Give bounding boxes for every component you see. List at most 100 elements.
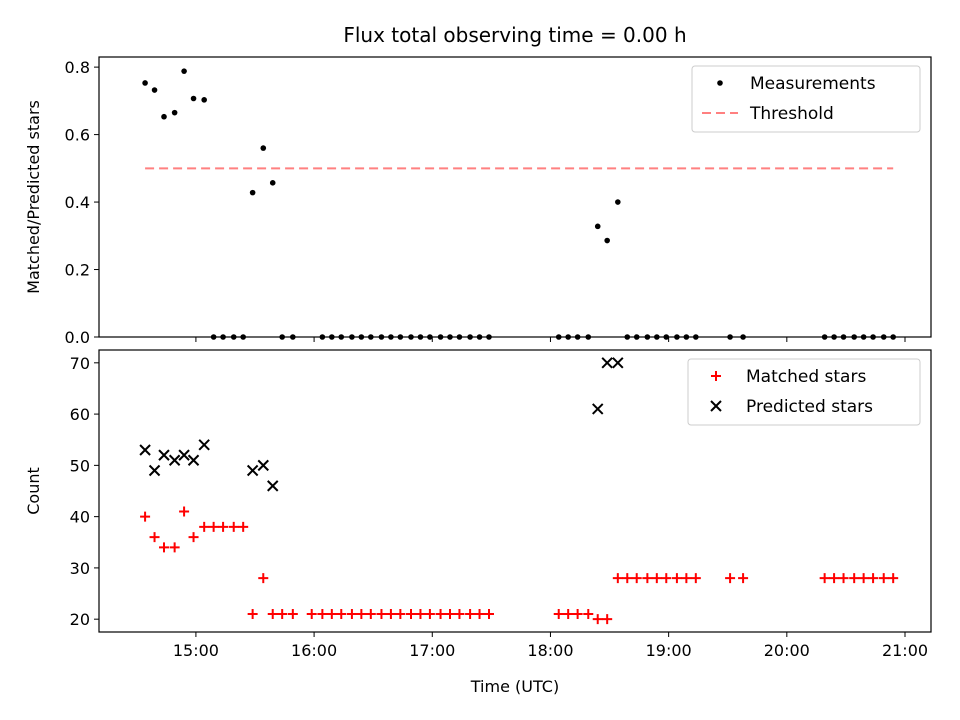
matched-star-point bbox=[336, 609, 347, 620]
matched-star-point bbox=[415, 609, 426, 620]
matched-star-point bbox=[159, 542, 169, 553]
predicted-star-point bbox=[257, 459, 269, 472]
plot-frame bbox=[98, 349, 932, 633]
matched-star-point bbox=[838, 573, 849, 584]
matched-star-point bbox=[725, 573, 736, 584]
x-axis-label: Time (UTC) bbox=[470, 677, 559, 696]
matched-star-point bbox=[484, 609, 494, 620]
measurement-point bbox=[201, 97, 207, 103]
matched-star-point bbox=[622, 573, 633, 584]
predicted-star-point bbox=[168, 454, 181, 466]
measurement-point bbox=[594, 223, 601, 230]
y-tick-label: 0.2 bbox=[65, 261, 90, 280]
matched-star-point bbox=[888, 573, 899, 584]
measurement-point bbox=[181, 68, 187, 74]
matched-star-point bbox=[406, 609, 416, 620]
matched-star-point bbox=[179, 506, 190, 517]
x-tick-label: 20:00 bbox=[764, 641, 810, 660]
matched-star-point bbox=[474, 609, 485, 620]
predicted-star-point bbox=[148, 464, 161, 477]
measurement-point bbox=[249, 189, 256, 196]
matched-star-point bbox=[356, 609, 367, 620]
x-tick-label: 19:00 bbox=[646, 641, 692, 660]
matched-star-point bbox=[661, 573, 672, 584]
y-tick-label: 0.6 bbox=[65, 126, 90, 145]
matched-star-point bbox=[690, 573, 701, 584]
matched-star-point bbox=[424, 609, 435, 620]
y-tick-label: 60 bbox=[70, 405, 90, 424]
matched-star-point bbox=[376, 609, 387, 620]
matched-star-point bbox=[395, 609, 406, 620]
legend-matched-swatch bbox=[711, 371, 721, 381]
measurement-point bbox=[604, 237, 610, 244]
matched-star-point bbox=[267, 609, 278, 620]
y-tick-label: 30 bbox=[70, 559, 90, 578]
predicted-star-point bbox=[158, 449, 170, 461]
matched-star-point bbox=[572, 609, 583, 620]
matched-star-point bbox=[553, 609, 564, 620]
matched-star-point bbox=[287, 609, 298, 620]
matched-star-point bbox=[738, 573, 749, 584]
legend-label: Threshold bbox=[749, 104, 834, 124]
matched-star-point bbox=[651, 573, 662, 584]
y-axis-label: Count bbox=[24, 467, 43, 515]
x-tick-label: 16:00 bbox=[291, 641, 337, 660]
matched-star-point bbox=[671, 573, 682, 584]
predicted-star-point bbox=[246, 464, 259, 477]
matched-star-point bbox=[238, 521, 249, 532]
y-tick-label: 20 bbox=[70, 610, 90, 629]
plot-frame bbox=[98, 56, 932, 338]
y-tick-label: 70 bbox=[70, 354, 90, 373]
matched-star-point bbox=[188, 532, 199, 543]
y-tick-label: 40 bbox=[70, 508, 90, 527]
measurement-point bbox=[269, 180, 276, 186]
measurement-point bbox=[190, 95, 197, 102]
matched-star-point bbox=[465, 609, 476, 620]
x-tick-label: 17:00 bbox=[409, 641, 455, 660]
matched-star-point bbox=[612, 573, 623, 584]
measurement-point bbox=[260, 145, 267, 151]
predicted-star-point bbox=[187, 454, 200, 466]
y-axis-label: Matched/Predicted stars bbox=[24, 100, 43, 294]
measurement-point bbox=[142, 80, 148, 86]
matched-star-point bbox=[228, 521, 239, 532]
matched-star-point bbox=[169, 542, 180, 553]
predicted-star-point bbox=[178, 449, 190, 461]
predicted-star-point bbox=[139, 444, 151, 456]
matched-star-point bbox=[829, 573, 840, 584]
legend-box bbox=[687, 358, 921, 426]
predicted-star-point bbox=[601, 357, 613, 369]
matched-star-point bbox=[149, 532, 160, 543]
matched-star-point bbox=[199, 521, 210, 532]
matched-star-point bbox=[346, 609, 357, 620]
matched-star-point bbox=[365, 609, 376, 620]
legend-predicted-swatch bbox=[710, 400, 722, 412]
matched-star-point bbox=[563, 609, 574, 620]
legend-measurement-swatch bbox=[717, 80, 723, 86]
matched-star-point bbox=[208, 521, 219, 532]
matched-star-point bbox=[602, 614, 613, 625]
matched-star-point bbox=[849, 573, 860, 584]
predicted-star-point bbox=[592, 403, 604, 415]
legend-box bbox=[691, 65, 921, 133]
y-tick-label: 50 bbox=[70, 456, 90, 475]
matched-star-point bbox=[642, 573, 653, 584]
bottom-panel: 20 30 40 50 60 70 15:00 16:00 17:00 18:00 19:00 20:… bbox=[24, 349, 932, 696]
matched-star-point bbox=[592, 614, 603, 625]
predicted-star-point bbox=[612, 357, 624, 369]
matched-star-point bbox=[306, 609, 317, 620]
x-tick-label: 15:00 bbox=[173, 641, 219, 660]
matched-star-point bbox=[681, 573, 692, 584]
x-tick-label: 18:00 bbox=[527, 641, 573, 660]
x-tick-label: 21:00 bbox=[882, 641, 928, 660]
matched-star-point bbox=[317, 609, 328, 620]
y-tick-label: 0.4 bbox=[65, 193, 90, 212]
matched-star-point bbox=[858, 573, 869, 584]
matched-star-point bbox=[445, 609, 455, 620]
matched-star-point bbox=[435, 609, 446, 620]
top-panel: 0.0 0.2 0.4 0.6 0.8 Matched/Predicted stars Me… bbox=[24, 56, 932, 347]
matched-star-point bbox=[878, 573, 889, 584]
matched-star-point bbox=[819, 573, 830, 584]
matched-star-point bbox=[631, 573, 642, 584]
